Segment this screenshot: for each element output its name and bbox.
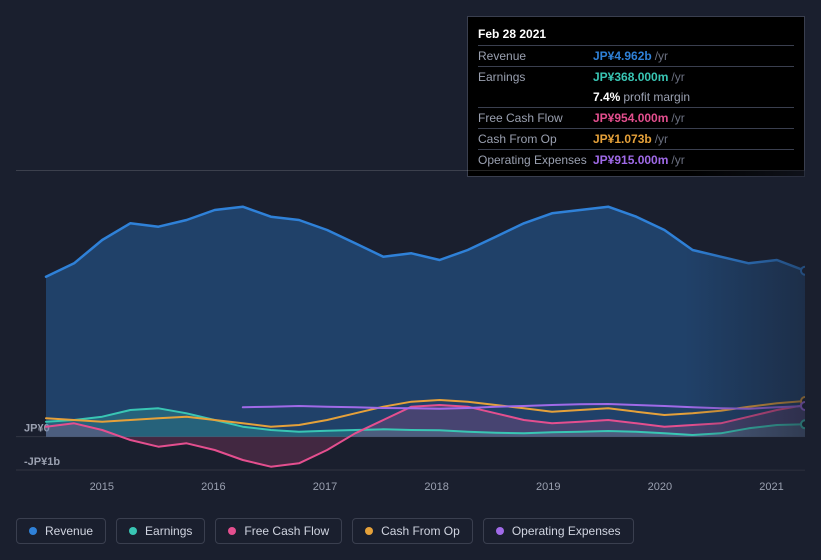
tooltip-row: RevenueJP¥4.962b/yr xyxy=(478,45,794,66)
financial-chart-page: Feb 28 2021 RevenueJP¥4.962b/yrEarningsJ… xyxy=(0,0,821,560)
legend-item-earnings[interactable]: Earnings xyxy=(116,518,205,544)
tooltip-row-value: JP¥4.962b xyxy=(593,49,652,63)
tooltip-row-label: Free Cash Flow xyxy=(478,111,593,125)
tooltip-row: Cash From OpJP¥1.073b/yr xyxy=(478,128,794,149)
tooltip-row-suffix: /yr xyxy=(671,70,684,84)
tooltip-sub-value: 7.4% xyxy=(593,90,620,104)
tooltip-row-label: Revenue xyxy=(478,49,593,63)
legend-label: Free Cash Flow xyxy=(244,524,329,538)
legend-label: Earnings xyxy=(145,524,192,538)
legend-dot-fcf xyxy=(228,527,236,535)
tooltip-row-suffix: /yr xyxy=(671,111,684,125)
tooltip-row-value: JP¥368.000m xyxy=(593,70,668,84)
legend-dot-earnings xyxy=(129,527,137,535)
tooltip-row: EarningsJP¥368.000m/yr xyxy=(478,66,794,87)
legend-item-cashop[interactable]: Cash From Op xyxy=(352,518,473,544)
legend-dot-opex xyxy=(496,527,504,535)
tooltip-row-suffix: /yr xyxy=(655,132,668,146)
chart-legend: Revenue Earnings Free Cash Flow Cash From O… xyxy=(16,518,634,544)
legend-item-opex[interactable]: Operating Expenses xyxy=(483,518,634,544)
tooltip-row-label: Earnings xyxy=(478,70,593,84)
x-axis-label: 2020 xyxy=(648,481,672,493)
legend-dot-cashop xyxy=(365,527,373,535)
tooltip-row-suffix: /yr xyxy=(655,49,668,63)
tooltip-row-value: JP¥1.073b xyxy=(593,132,652,146)
legend-label: Revenue xyxy=(45,524,93,538)
tooltip-row-suffix: /yr xyxy=(671,153,684,167)
legend-label: Operating Expenses xyxy=(512,524,621,538)
y-axis-label: JP¥0 xyxy=(24,423,50,435)
legend-item-fcf[interactable]: Free Cash Flow xyxy=(215,518,342,544)
x-axis-label: 2019 xyxy=(536,481,560,493)
x-axis-label: 2018 xyxy=(424,481,448,493)
tooltip-row: Free Cash FlowJP¥954.000m/yr xyxy=(478,107,794,128)
legend-label: Cash From Op xyxy=(381,524,460,538)
tooltip-row-label: Cash From Op xyxy=(478,132,593,146)
legend-item-revenue[interactable]: Revenue xyxy=(16,518,106,544)
chart-tooltip: Feb 28 2021 RevenueJP¥4.962b/yrEarningsJ… xyxy=(467,16,805,177)
tooltip-sub-label: profit margin xyxy=(623,90,690,104)
y-axis-label: -JP¥1b xyxy=(24,456,60,468)
tooltip-subrow: 7.4% profit margin xyxy=(478,87,794,107)
chart-svg: JP¥8bJP¥0-JP¥1b2015201620172018201920202… xyxy=(16,170,805,505)
chart-area: JP¥8bJP¥0-JP¥1b2015201620172018201920202… xyxy=(16,170,805,480)
x-axis-label: 2021 xyxy=(759,481,783,493)
legend-dot-revenue xyxy=(29,527,37,535)
x-axis-label: 2017 xyxy=(313,481,337,493)
x-axis-label: 2015 xyxy=(90,481,114,493)
tooltip-row-label: Operating Expenses xyxy=(478,153,593,167)
tooltip-row-value: JP¥954.000m xyxy=(593,111,668,125)
tooltip-title: Feb 28 2021 xyxy=(478,23,794,45)
tooltip-row-value: JP¥915.000m xyxy=(593,153,668,167)
x-axis-label: 2016 xyxy=(201,481,225,493)
tooltip-row: Operating ExpensesJP¥915.000m/yr xyxy=(478,149,794,170)
